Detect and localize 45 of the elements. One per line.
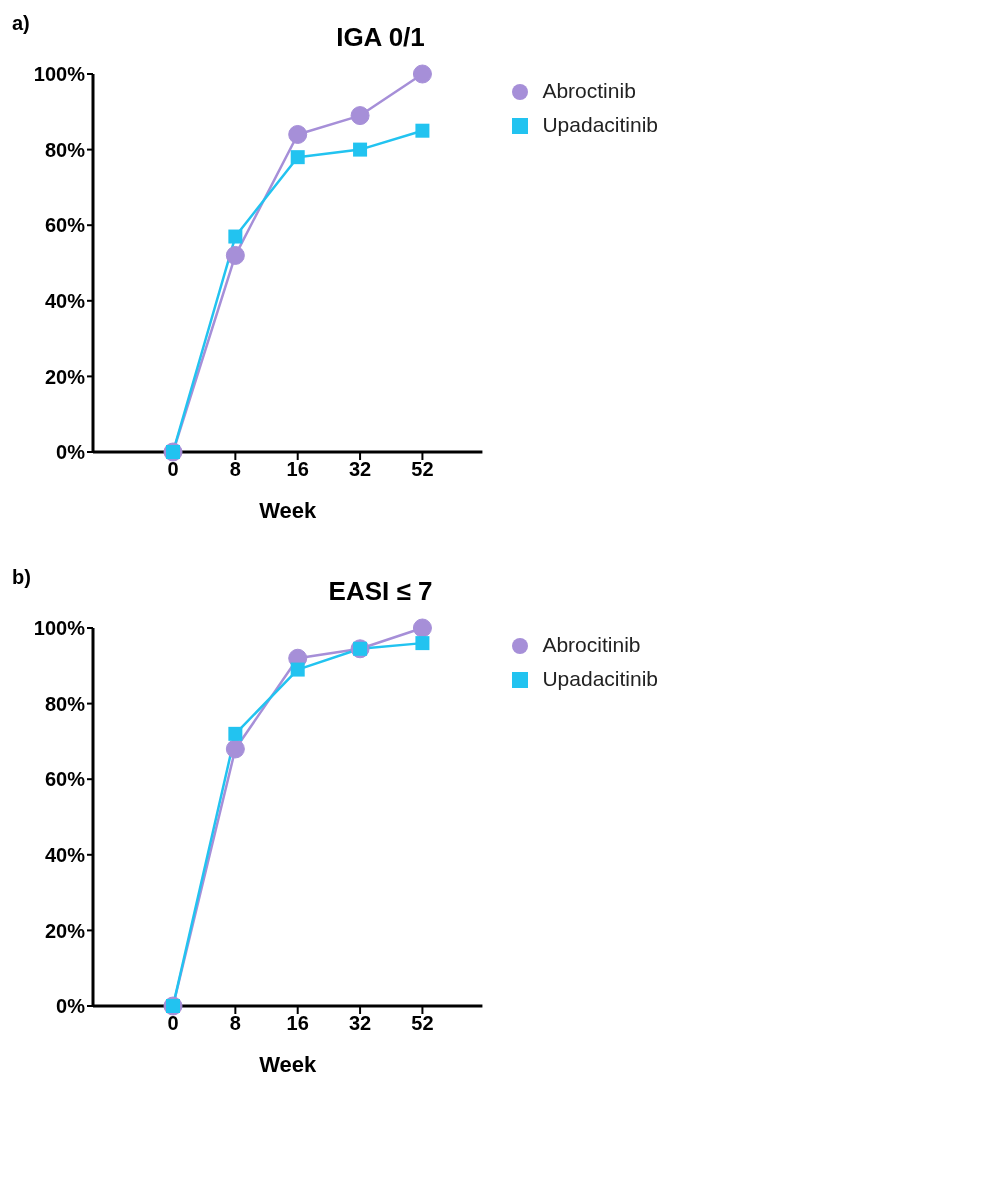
point xyxy=(290,662,305,677)
y-tick-label: 20% xyxy=(44,365,86,388)
point xyxy=(228,229,243,244)
x-tick-label: 32 xyxy=(348,1012,372,1035)
point xyxy=(290,150,305,165)
y-tick-label: 0% xyxy=(56,441,86,464)
y-tick-label: 80% xyxy=(44,138,86,161)
y-tick-label: 100% xyxy=(33,63,86,86)
x-axis-title: Week xyxy=(259,1052,318,1077)
point xyxy=(415,636,430,651)
x-axis-title: Week xyxy=(259,498,318,523)
x-tick-label: 52 xyxy=(411,458,434,481)
point xyxy=(225,739,245,759)
point xyxy=(412,64,432,84)
point xyxy=(225,245,245,265)
legend-label: Abrocitinib xyxy=(542,633,641,656)
point xyxy=(228,726,243,741)
legend-label: Abroctinib xyxy=(542,79,636,102)
y-tick-label: 40% xyxy=(44,289,86,312)
x-tick-label: 52 xyxy=(411,1012,434,1035)
point xyxy=(288,124,308,144)
y-tick-label: 0% xyxy=(56,995,86,1018)
chart-title: EASI ≤ 7 xyxy=(327,575,434,608)
text: b) xyxy=(12,566,31,589)
chart-title: IGA 0/1 xyxy=(335,21,426,54)
y-tick-label: 80% xyxy=(44,692,86,715)
legend-label: Upadacitinib xyxy=(542,113,658,136)
legend-label: Upadacitinib xyxy=(542,667,658,690)
x-tick-label: 0 xyxy=(167,1012,179,1035)
y-tick-label: 60% xyxy=(44,214,86,237)
y-tick-label: 100% xyxy=(33,617,86,640)
point xyxy=(350,106,370,126)
x-tick-label: 16 xyxy=(286,1012,309,1035)
x-tick-label: 0 xyxy=(167,458,179,481)
x-tick-label: 8 xyxy=(229,458,241,481)
x-tick-label: 16 xyxy=(286,458,309,481)
x-tick-label: 32 xyxy=(348,458,372,481)
text: a) xyxy=(12,12,30,35)
y-tick-label: 60% xyxy=(44,768,86,791)
x-tick-label: 8 xyxy=(229,1012,241,1035)
y-tick-label: 20% xyxy=(44,919,86,942)
y-tick-label: 40% xyxy=(44,843,86,866)
point xyxy=(415,123,430,138)
point xyxy=(353,142,368,157)
point xyxy=(412,618,432,638)
